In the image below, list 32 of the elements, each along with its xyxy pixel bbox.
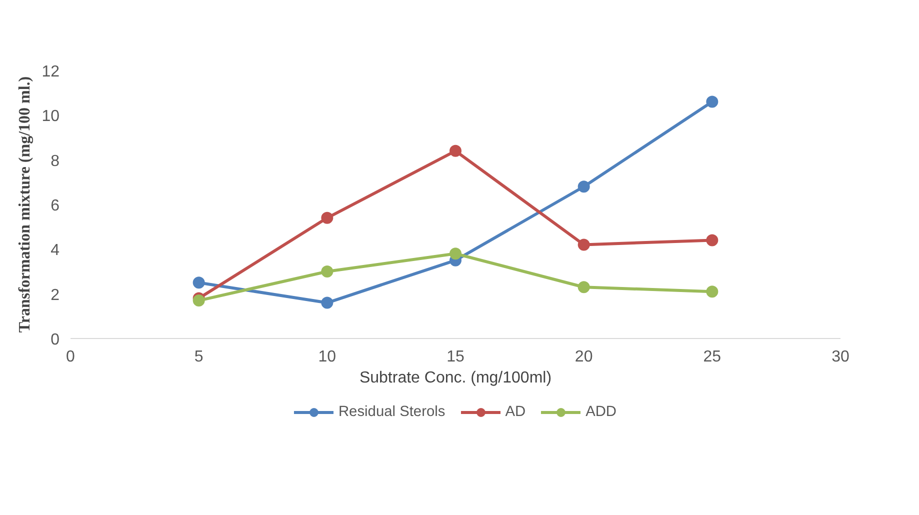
legend-label: Residual Sterols (338, 404, 446, 420)
x-tick-label: 25 (703, 348, 722, 366)
y-tick-label: 0 (50, 332, 60, 348)
y-tick-label: 12 (42, 64, 60, 80)
point (578, 238, 590, 251)
point (578, 180, 590, 193)
point (706, 234, 718, 246)
legend-label: AD (505, 404, 526, 420)
point (706, 286, 718, 298)
y-tick-label: 10 (42, 108, 60, 126)
y-tick-label: 6 (50, 198, 60, 214)
legend-label: ADD (586, 404, 617, 420)
point (321, 296, 334, 309)
point (192, 276, 205, 289)
y-axis-title: Transformation mixture (mg/100 ml.) (16, 76, 34, 333)
x-tick-label: 15 (446, 348, 464, 366)
point (321, 212, 334, 224)
point (450, 248, 462, 260)
x-tick-label: 30 (832, 348, 850, 366)
y-tick-label: 4 (50, 242, 60, 260)
x-tick-label: 0 (66, 348, 76, 366)
x-tick-label: 10 (318, 348, 336, 366)
x-tick-label: 5 (194, 348, 204, 366)
y-tick-label: 8 (50, 152, 60, 170)
x-tick-label: 20 (574, 348, 593, 366)
x-axis-title: Subtrate Conc. (mg/100ml) (359, 370, 552, 386)
point (578, 281, 590, 294)
point (192, 294, 205, 307)
y-tick-label: 2 (50, 286, 60, 304)
point (706, 96, 718, 108)
point (450, 144, 462, 157)
point (321, 266, 334, 278)
